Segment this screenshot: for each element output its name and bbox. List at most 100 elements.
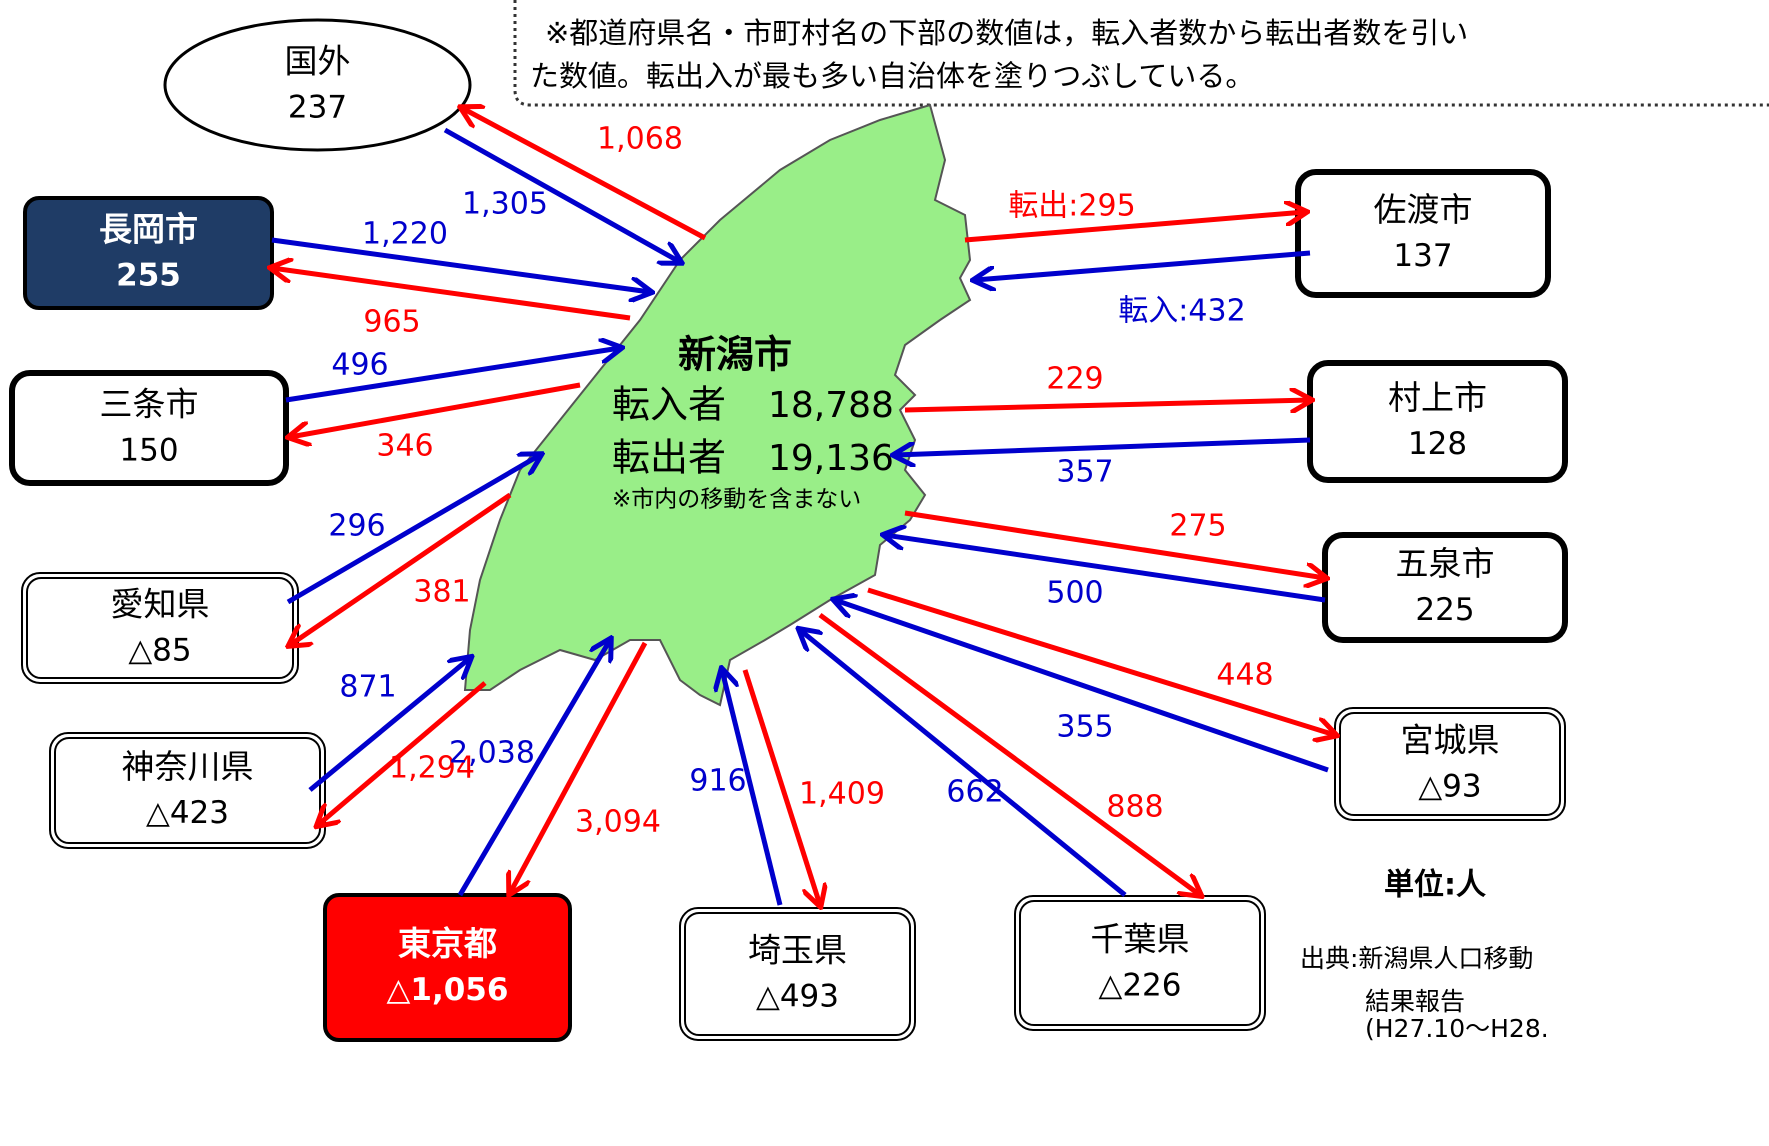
in-label: 916	[689, 764, 746, 799]
arrow-in	[443, 127, 680, 262]
arrow-out	[272, 268, 631, 321]
note-line: ※都道府県名・市町村名の下部の数値は，転入者数から転出者数を引い	[545, 16, 1468, 50]
arrow-out	[867, 587, 1335, 735]
center-label: 転出者	[612, 436, 726, 480]
arrow-in	[286, 455, 540, 605]
node-shape	[49, 732, 326, 849]
node-name: 五泉市	[1396, 544, 1495, 583]
node-shape	[1334, 707, 1566, 821]
in-label: 転入:432	[1118, 294, 1245, 329]
node-shape	[684, 912, 911, 1036]
node-value: 150	[119, 433, 178, 469]
in-label: 662	[946, 775, 1003, 810]
node-name: 千葉県	[1091, 920, 1190, 959]
center-note: ※市内の移動を含まない	[612, 487, 861, 513]
arrow-in	[457, 640, 610, 897]
arrow-out	[290, 382, 581, 437]
node-name: 三条市	[100, 385, 199, 424]
center-label: 転入者	[612, 383, 726, 427]
arrow-out	[290, 492, 512, 645]
out-label: 1,409	[799, 777, 885, 812]
arrow-out	[742, 669, 820, 905]
in-label: 496	[331, 348, 388, 383]
arrow-in	[975, 250, 1311, 280]
arrow-in	[271, 237, 650, 292]
node-value: △493	[756, 979, 839, 1015]
in-label: 1,305	[462, 187, 548, 222]
node-shape	[323, 893, 572, 1042]
arrow-in	[308, 658, 470, 792]
source: (H27.10〜H28.	[1365, 1014, 1549, 1043]
arrow-out	[904, 400, 1310, 410]
arrow-in	[895, 437, 1311, 455]
arrow-out	[510, 641, 648, 893]
node-shape	[1339, 712, 1561, 816]
node-name: 埼玉県	[748, 931, 847, 970]
in-label: 2,038	[449, 736, 535, 771]
in-label: 871	[339, 670, 396, 705]
node-shape	[679, 907, 916, 1041]
center-value: 19,136	[768, 438, 894, 479]
node-name: 長岡市	[99, 210, 198, 249]
node-value: △1,056	[387, 972, 509, 1008]
out-label: 888	[1106, 790, 1163, 825]
out-label: 229	[1046, 362, 1103, 397]
node-name: 愛知県	[111, 585, 210, 624]
note-line: た数値。転出入が最も多い自治体を塗りつぶしている。	[530, 59, 1254, 93]
arrow-in	[835, 600, 1329, 773]
node-shape	[1014, 895, 1266, 1031]
node-value: △85	[128, 633, 191, 669]
node-value: △93	[1418, 769, 1481, 805]
node-shape	[163, 18, 472, 152]
arrow-out	[964, 212, 1305, 243]
node-name: 村上市	[1388, 378, 1487, 417]
note-box	[513, 0, 1769, 107]
node-name: 東京都	[398, 924, 497, 963]
in-label: 1,220	[362, 217, 448, 252]
out-label: 381	[413, 575, 470, 610]
out-label: 1,294	[389, 751, 475, 786]
out-label: 転出:295	[1008, 189, 1135, 224]
arrow-out	[904, 510, 1325, 578]
center-name: 新潟市	[678, 333, 792, 377]
node-name: 神奈川県	[122, 747, 254, 786]
niigata-map	[463, 103, 972, 707]
arrow-out	[318, 681, 487, 825]
arrow-in	[722, 670, 783, 906]
node-value: 137	[1393, 238, 1452, 274]
node-name: 宮城県	[1401, 721, 1500, 760]
arrow-in	[800, 630, 1127, 897]
in-label: 296	[328, 509, 385, 544]
out-label: 346	[376, 429, 433, 464]
node-value: 255	[116, 258, 181, 294]
arrow-in	[285, 348, 620, 403]
in-label: 500	[1046, 576, 1103, 611]
node-name: 佐渡市	[1374, 190, 1473, 229]
out-label: 448	[1216, 658, 1273, 693]
node-shape	[23, 196, 274, 310]
node-value: △423	[146, 795, 229, 831]
node-value: 237	[288, 90, 347, 126]
source: 出典:新潟県人口移動	[1300, 944, 1533, 973]
out-label: 3,094	[575, 805, 661, 840]
node-shape	[54, 737, 321, 844]
arrow-out	[462, 108, 707, 241]
arrow-in	[885, 535, 1326, 603]
in-label: 357	[1056, 455, 1113, 490]
node-value: 128	[1408, 426, 1467, 462]
arrow-out	[818, 612, 1200, 895]
node-shape	[1295, 169, 1551, 298]
node-shape	[1019, 900, 1261, 1026]
node-shape	[1307, 360, 1568, 483]
unit: 単位:人	[1384, 868, 1486, 903]
node-name: 国外	[285, 42, 351, 81]
center-value: 18,788	[768, 385, 894, 426]
in-label: 355	[1056, 710, 1113, 745]
out-label: 1,068	[597, 122, 683, 157]
out-label: 275	[1169, 509, 1226, 544]
out-label: 965	[363, 305, 420, 340]
node-value: △226	[1098, 968, 1181, 1004]
source: 結果報告	[1365, 987, 1465, 1016]
